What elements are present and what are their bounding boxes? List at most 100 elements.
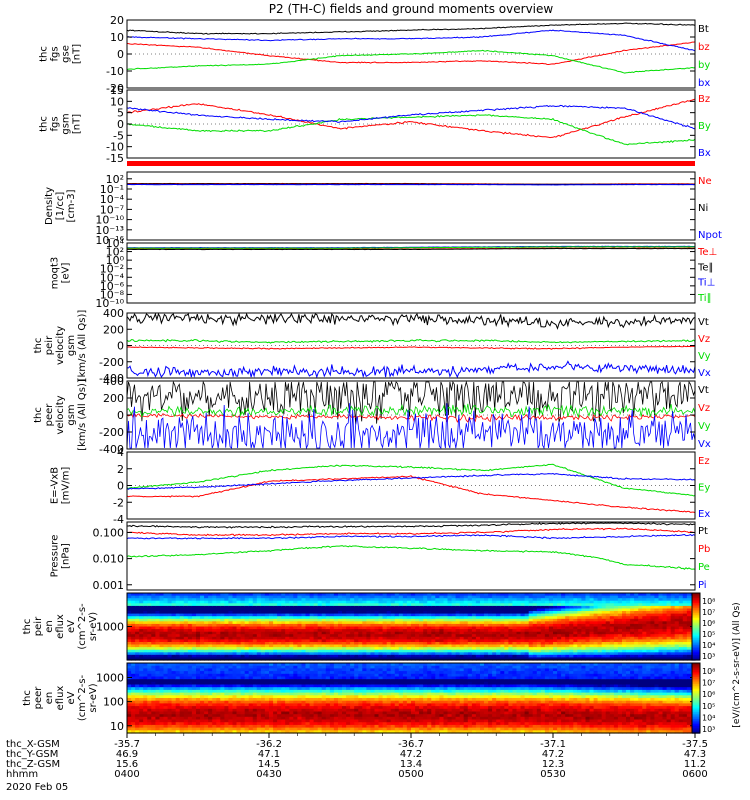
spectrogram-cell (325, 647, 331, 651)
spectrogram-cell (240, 665, 246, 669)
spectrogram-cell (642, 608, 647, 612)
spectrogram-cell (285, 665, 290, 669)
spectrogram-cell (305, 618, 311, 622)
spectrogram-cell (196, 652, 201, 656)
spectrogram-cell (593, 600, 599, 604)
spectrogram-cell (204, 665, 209, 669)
spectrogram-cell (674, 629, 680, 633)
spectrogram-cell (484, 616, 489, 620)
spectrogram-cell (297, 711, 303, 715)
spectrogram-cell (686, 652, 692, 656)
spectrogram-cell (480, 595, 485, 599)
spectrogram-cell (200, 611, 205, 615)
spectrogram-cell (488, 647, 493, 651)
spectrogram-cell (634, 593, 639, 597)
spectrogram-cell (565, 649, 570, 653)
spectrogram-cell (289, 603, 294, 607)
spectrogram-cell (264, 605, 270, 610)
spectrogram-cell (346, 657, 351, 661)
spectrogram-cell (200, 668, 205, 672)
spectrogram-cell (613, 629, 619, 633)
spectrogram-cell (682, 639, 688, 643)
spectrogram-cell (406, 636, 412, 640)
spectrogram-cell (293, 722, 298, 726)
spectrogram-cell (609, 629, 615, 633)
spectrogram-cell (374, 652, 380, 656)
spectrogram-cell (301, 644, 307, 648)
spectrogram-cell (289, 706, 294, 710)
spectrogram-cell (293, 719, 298, 723)
spectrogram-cell (127, 654, 132, 658)
spectrogram-cell (646, 657, 651, 661)
spectrogram-cell (406, 649, 412, 653)
spectrogram-cell (135, 724, 140, 729)
spectrogram-cell (524, 621, 530, 625)
spectrogram-cell (333, 644, 339, 648)
spectrogram-cell (382, 634, 388, 638)
spectrogram-cell (350, 634, 355, 638)
spectrogram-cell (451, 634, 457, 638)
spectrogram-cell (175, 673, 181, 678)
spectrogram-cell (212, 681, 217, 686)
spectrogram-cell (244, 724, 250, 729)
spectrogram-cell (305, 689, 311, 694)
spectrogram-cell (196, 687, 201, 691)
spectrogram-cell (459, 618, 465, 622)
spectrogram-cell (508, 593, 514, 597)
spectrogram-cell (244, 684, 250, 688)
spectrogram-cell (682, 657, 688, 661)
spectrogram-cell (244, 611, 250, 615)
spectrogram-cell (155, 684, 161, 688)
spectrogram-cell (674, 636, 680, 640)
spectrogram-cell (277, 618, 282, 622)
spectrogram-cell (285, 676, 290, 680)
spectrogram-cell (350, 642, 355, 646)
spectrogram-cell (325, 665, 331, 669)
spectrogram-cell (654, 621, 660, 625)
spectrogram-cell (147, 665, 152, 669)
spectrogram-cell (236, 681, 242, 686)
spectrogram-cell (553, 598, 558, 602)
spectrogram-cell (338, 673, 343, 678)
spectrogram-cell (273, 689, 278, 694)
spectrogram-cell (654, 636, 660, 640)
spectrogram-cell (216, 700, 221, 704)
spectrogram-cell (553, 654, 558, 658)
spectrogram-cell (127, 636, 132, 640)
spectrogram-cell (220, 698, 225, 702)
spectrogram-cell (309, 652, 315, 656)
spectrogram-cell (658, 639, 664, 643)
spectrogram-cell (520, 600, 526, 604)
spectrogram-cell (151, 676, 156, 680)
spectrogram-cell (216, 629, 221, 633)
spectrogram-cell (131, 687, 136, 691)
spectrogram-cell (500, 654, 505, 658)
spectrogram-cell (402, 608, 408, 612)
spectrogram-cell (155, 626, 161, 630)
spectrogram-cell (548, 649, 554, 653)
spectrogram-cell (248, 724, 254, 729)
spectrogram-cell (585, 634, 591, 638)
spectrogram-cell (516, 644, 522, 648)
spectrogram-cell (167, 719, 173, 723)
spectrogram-cell (281, 714, 286, 718)
spectrogram-cell (285, 689, 290, 694)
spectrogram-cell (573, 644, 578, 648)
spectrogram-cell (260, 657, 266, 661)
spectrogram-cell (220, 730, 225, 734)
spectrogram-cell (301, 671, 307, 675)
spectrogram-cell (163, 642, 169, 646)
spectrogram-cell (200, 700, 205, 704)
spectrogram-cell (305, 692, 311, 696)
spectrogram-cell (171, 698, 177, 702)
spectrogram-cell (488, 608, 493, 612)
spectrogram-cell (484, 626, 489, 630)
spectrogram-cell (338, 639, 343, 643)
spectrogram-cell (127, 668, 132, 672)
spectrogram-cell (508, 626, 514, 630)
spectrogram-cell (155, 595, 161, 599)
spectrogram-cell (224, 695, 230, 699)
spectrogram-cell (557, 629, 562, 633)
spectrogram-cell (544, 621, 550, 625)
spectrogram-cell (232, 716, 238, 721)
